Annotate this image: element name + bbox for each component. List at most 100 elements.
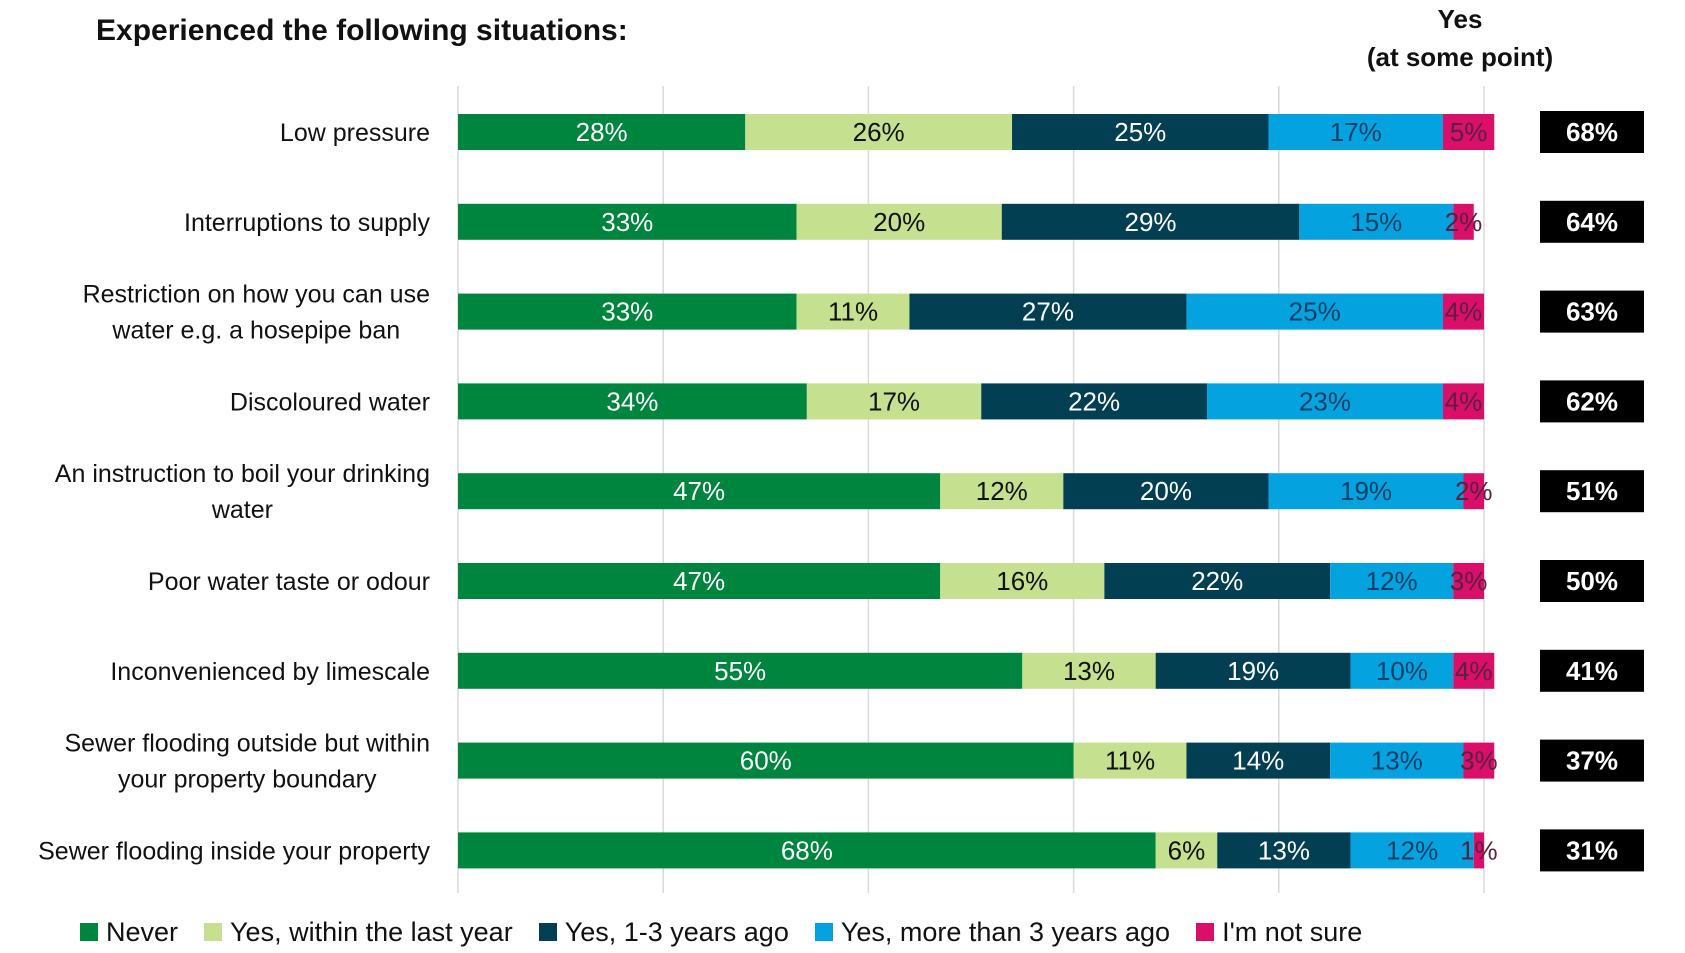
bar-segment xyxy=(1473,832,1484,869)
row-label-line: Inconvenienced by limescale xyxy=(110,658,430,686)
bar-segment xyxy=(1463,742,1495,779)
data-label: 19% xyxy=(1340,476,1392,506)
bar-segment xyxy=(940,563,1105,599)
data-label: 4% xyxy=(1445,297,1483,327)
bar-segment xyxy=(1350,652,1454,689)
yes-total-box xyxy=(1540,560,1644,602)
data-label: 25% xyxy=(1289,297,1341,327)
row-label: Sewer flooding outside but within your pr… xyxy=(64,730,430,794)
yes-total-box xyxy=(1540,111,1644,153)
bar-segment xyxy=(1330,563,1454,599)
row-label-line: Interruptions to supply xyxy=(184,209,430,237)
bar-segment xyxy=(1186,293,1443,330)
bar-segment xyxy=(981,383,1207,420)
row-label: Interruptions to supply xyxy=(184,209,430,237)
legend-swatch xyxy=(204,923,223,941)
yes-total-box xyxy=(1540,290,1644,333)
data-label: 13% xyxy=(1371,746,1423,776)
bar-segment xyxy=(1217,832,1351,869)
bar-segment xyxy=(1073,742,1187,779)
data-label: 12% xyxy=(1366,566,1418,596)
legend-item: Yes, within the last year xyxy=(204,917,513,948)
legend-swatch xyxy=(80,923,98,941)
bar-segment xyxy=(909,293,1187,330)
data-label: 34% xyxy=(606,386,658,416)
legend-item: I'm not sure xyxy=(1196,917,1362,948)
bar-segment xyxy=(1453,652,1495,689)
data-label: 3% xyxy=(1460,746,1498,776)
row-label-line: An instruction to boil your drinking xyxy=(55,460,430,488)
bar-segment xyxy=(458,203,797,240)
yes-total-box xyxy=(1540,470,1644,513)
data-label: 4% xyxy=(1445,386,1483,416)
yes-total-box xyxy=(1540,829,1644,872)
row-label: An instruction to boil your drinking wate… xyxy=(55,460,430,524)
legend: Never Yes, within the last year Yes, 1-3 y… xyxy=(80,914,1388,950)
data-label: 26% xyxy=(853,117,905,147)
yes-total-label: 50% xyxy=(1566,566,1618,596)
data-label: 2% xyxy=(1445,207,1483,237)
yes-total-label: 62% xyxy=(1566,386,1618,416)
data-label: 25% xyxy=(1114,117,1166,147)
data-label: 16% xyxy=(996,566,1048,596)
yes-column-header: Yes (at some point) xyxy=(1340,0,1580,76)
legend-swatch xyxy=(538,923,557,941)
legend-label: Yes, more than 3 years ago xyxy=(840,916,1171,947)
chart-title: Experienced the following situations: xyxy=(96,14,628,47)
data-label: 22% xyxy=(1191,566,1243,596)
row-label-line: Restriction on how you can use xyxy=(83,281,430,309)
yes-total-box xyxy=(1540,200,1644,243)
yes-total-box xyxy=(1540,649,1644,692)
yes-total-label: 51% xyxy=(1566,476,1618,506)
row-label: Discoloured water xyxy=(230,388,430,416)
bar-segment xyxy=(458,114,746,150)
legend-swatch xyxy=(1196,923,1215,941)
data-label: 11% xyxy=(828,297,878,327)
yes-total-box xyxy=(1540,739,1644,782)
row-label-line: water e.g. a hosepipe ban xyxy=(111,317,400,345)
bar-segment xyxy=(1350,832,1474,869)
legend-label: Yes, 1-3 years ago xyxy=(564,916,789,947)
yes-header-line-2: (at some point) xyxy=(1366,42,1554,72)
data-label: 33% xyxy=(601,297,653,327)
yes-total-box xyxy=(1540,380,1644,423)
row-label-line: Low pressure xyxy=(280,119,430,147)
bar-segment xyxy=(458,563,941,599)
bar-segment xyxy=(745,114,1013,150)
bar-segment xyxy=(1063,473,1269,510)
data-label: 47% xyxy=(673,566,725,596)
row-label: Low pressure xyxy=(280,119,430,147)
data-label: 10% xyxy=(1376,656,1428,686)
bar-segment xyxy=(1453,203,1474,240)
yes-total-label: 37% xyxy=(1566,746,1618,776)
data-label: 11% xyxy=(1105,746,1155,776)
legend-item: Yes, 1-3 years ago xyxy=(538,916,789,948)
bar-segment xyxy=(458,383,807,420)
legend-label: Never xyxy=(106,916,179,947)
data-label: 4% xyxy=(1455,656,1493,686)
bar-segment xyxy=(1155,832,1218,869)
data-label: 19% xyxy=(1227,656,1279,686)
data-label: 1% xyxy=(1460,835,1498,865)
data-label: 17% xyxy=(1330,117,1382,147)
legend-swatch xyxy=(814,923,833,941)
data-label: 14% xyxy=(1232,746,1284,776)
row-label: Sewer flooding inside your property xyxy=(38,837,430,865)
data-label: 33% xyxy=(601,207,653,237)
row-label: Inconvenienced by limescale xyxy=(110,658,430,686)
data-label: 13% xyxy=(1063,656,1115,686)
data-label: 15% xyxy=(1350,207,1402,237)
yes-total-label: 68% xyxy=(1566,117,1618,147)
bar-segment xyxy=(458,473,941,510)
data-label: 3% xyxy=(1450,566,1488,596)
row-label-line: Discoloured water xyxy=(230,388,430,416)
data-label: 13% xyxy=(1258,835,1310,865)
data-label: 23% xyxy=(1299,386,1351,416)
bar-segment xyxy=(806,383,982,420)
bar-segment xyxy=(1012,114,1269,150)
legend-label: Yes, within the last year xyxy=(230,916,513,947)
bar-segment xyxy=(1155,652,1351,689)
legend-label: I'm not sure xyxy=(1222,916,1363,947)
bar-segment xyxy=(1206,383,1443,420)
bar-segment xyxy=(458,293,797,330)
